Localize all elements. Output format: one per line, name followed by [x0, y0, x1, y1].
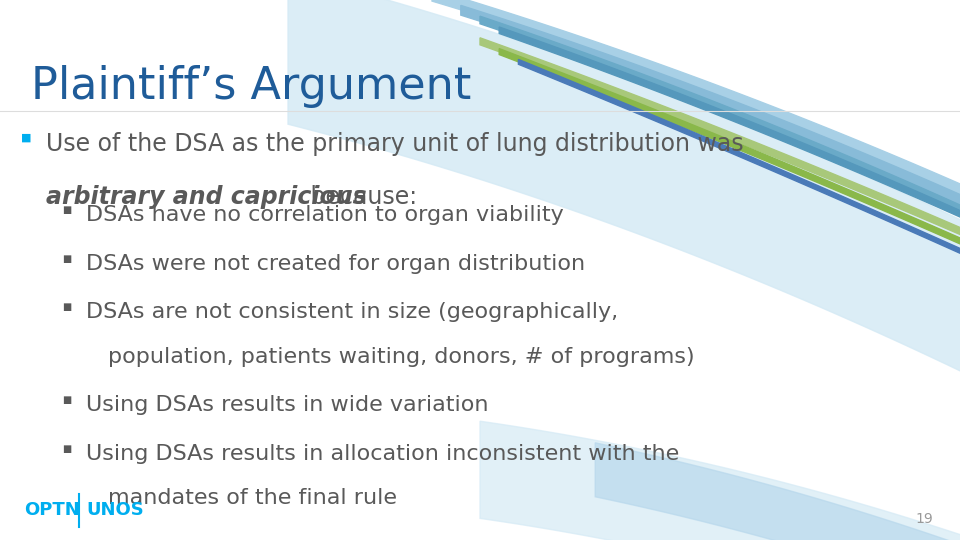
Text: ■: ■	[21, 132, 32, 143]
Text: ■: ■	[62, 302, 72, 313]
Polygon shape	[461, 5, 960, 226]
Text: Plaintiff’s Argument: Plaintiff’s Argument	[31, 65, 471, 108]
Text: Use of the DSA as the primary unit of lung distribution was: Use of the DSA as the primary unit of lu…	[46, 132, 744, 156]
Text: ■: ■	[62, 254, 72, 264]
Text: DSAs are not consistent in size (geographically,: DSAs are not consistent in size (geograp…	[86, 302, 618, 322]
Text: ■: ■	[62, 444, 72, 454]
Text: UNOS: UNOS	[86, 501, 144, 519]
Text: OPTN: OPTN	[24, 501, 80, 519]
Polygon shape	[480, 16, 960, 234]
Text: Using DSAs results in wide variation: Using DSAs results in wide variation	[86, 395, 489, 415]
Polygon shape	[432, 0, 960, 217]
Polygon shape	[499, 49, 960, 265]
Text: ■: ■	[62, 395, 72, 406]
Text: 19: 19	[916, 512, 933, 526]
Text: DSAs were not created for organ distribution: DSAs were not created for organ distribu…	[86, 254, 586, 274]
Text: Using DSAs results in allocation inconsistent with the: Using DSAs results in allocation inconsi…	[86, 444, 680, 464]
Text: population, patients waiting, donors, # of programs): population, patients waiting, donors, # …	[108, 347, 694, 367]
Text: ■: ■	[62, 205, 72, 215]
Polygon shape	[518, 59, 960, 275]
Text: because:: because:	[303, 185, 418, 209]
Polygon shape	[499, 27, 960, 239]
Text: mandates of the final rule: mandates of the final rule	[108, 488, 396, 508]
Polygon shape	[480, 38, 960, 255]
Text: DSAs have no correlation to organ viability: DSAs have no correlation to organ viabil…	[86, 205, 564, 225]
Polygon shape	[480, 421, 960, 540]
Polygon shape	[595, 443, 960, 540]
Text: arbitrary and capricious: arbitrary and capricious	[46, 185, 367, 209]
Polygon shape	[288, 0, 960, 394]
